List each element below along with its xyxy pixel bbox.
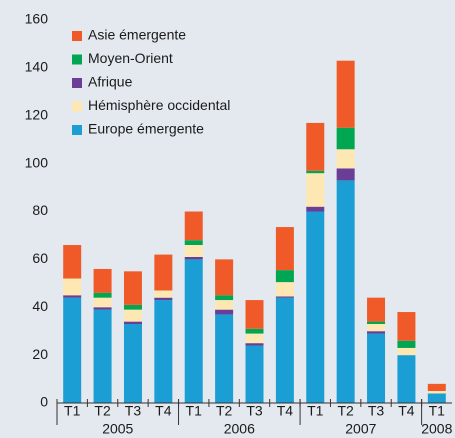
bar-segment: [306, 211, 325, 403]
bar-segment: [154, 254, 173, 291]
y-tick-label: 100: [25, 154, 49, 170]
bar-segment: [397, 340, 416, 348]
y-tick-label: 120: [25, 106, 49, 122]
x-tick-label: T2: [216, 403, 233, 419]
legend-swatch: [72, 54, 82, 65]
y-tick-label: 80: [32, 202, 48, 218]
bar-segment: [306, 170, 325, 174]
x-tick-label: T4: [277, 403, 294, 419]
bar-segment: [306, 206, 325, 212]
bar-segment: [63, 297, 82, 403]
x-tick-label: T1: [307, 403, 324, 419]
bar-segment: [306, 173, 325, 207]
y-tick-label: 20: [32, 346, 48, 362]
bar-segment: [427, 383, 446, 392]
bar-segment: [397, 312, 416, 341]
group-label: 2005: [102, 421, 133, 437]
bar-segment: [367, 331, 386, 334]
bar-segment: [93, 309, 112, 403]
legend-label: Europe émergente: [88, 121, 204, 137]
bar-segment: [93, 297, 112, 308]
bar-segment: [427, 391, 446, 394]
bar-segment: [123, 321, 142, 325]
bar-segment: [184, 256, 203, 260]
bar-segment: [123, 324, 142, 403]
x-tick-label: T3: [125, 403, 142, 419]
bar-segment: [306, 122, 325, 171]
bar-segment: [215, 295, 234, 301]
y-tick-label: 140: [25, 59, 49, 75]
bar-segment: [184, 259, 203, 403]
bar-segment: [336, 149, 355, 169]
x-tick-label: T1: [64, 403, 81, 419]
bar-segment: [123, 304, 142, 310]
bar-segment: [245, 300, 264, 329]
bar-segment: [215, 259, 234, 296]
bar-segment: [367, 297, 386, 322]
bar-segment: [367, 324, 386, 332]
bar-segment: [397, 355, 416, 403]
y-tick-label: 40: [32, 298, 48, 314]
bar-segment: [245, 328, 264, 334]
bar-segment: [336, 180, 355, 403]
y-tick-label: 60: [32, 250, 48, 266]
bar-segment: [123, 309, 142, 322]
bar-segment: [336, 168, 355, 181]
group-label: 2008: [421, 421, 452, 437]
x-tick-label: T2: [337, 403, 354, 419]
bar-segment: [63, 278, 82, 296]
legend-swatch: [72, 31, 82, 41]
bar-segment: [427, 393, 446, 403]
x-tick-label: T2: [94, 403, 111, 419]
bar-segment: [245, 333, 264, 344]
bar-segment: [184, 245, 203, 257]
bar-segment: [245, 345, 264, 403]
bar-segment: [184, 211, 203, 241]
bar-segment: [63, 295, 82, 298]
bar-segment: [245, 343, 264, 346]
bar-segment: [215, 300, 234, 310]
bar-segment: [123, 271, 142, 305]
bar-segment: [336, 127, 355, 150]
bar-segment: [275, 227, 294, 271]
bar-segment: [154, 297, 173, 301]
bar-segment: [215, 314, 234, 403]
bar-segment: [93, 307, 112, 310]
bar-segment: [215, 309, 234, 315]
bar-segment: [275, 297, 294, 403]
y-tick-label: 160: [25, 11, 49, 27]
bar-segment: [275, 282, 294, 297]
bar-segment: [93, 292, 112, 298]
legend-swatch: [72, 101, 82, 112]
bar-segment: [184, 240, 203, 246]
bar-segment: [275, 296, 294, 298]
y-tick-label: 0: [40, 394, 48, 410]
legend-label: Afrique: [88, 74, 133, 90]
bar-segment: [93, 268, 112, 293]
legend-swatch: [72, 125, 82, 135]
bar-segment: [336, 60, 355, 128]
bar-segment: [367, 333, 386, 403]
legend-label: Hémisphère occidental: [88, 97, 230, 113]
x-tick-label: T1: [429, 403, 446, 419]
bar-segment: [63, 245, 82, 279]
bar-segment: [154, 300, 173, 403]
x-tick-label: T3: [246, 403, 263, 419]
x-tick-label: T4: [398, 403, 415, 419]
x-tick-label: T1: [186, 403, 203, 419]
group-label: 2006: [224, 421, 255, 437]
legend-label: Moyen-Orient: [88, 50, 173, 66]
x-tick-label: T4: [155, 403, 172, 419]
bar-segment: [154, 290, 173, 298]
group-label: 2007: [345, 421, 376, 437]
legend-swatch: [72, 78, 82, 88]
bar-segment: [275, 270, 294, 283]
bar-segment: [367, 321, 386, 325]
x-tick-label: T3: [368, 403, 385, 419]
legend-label: Asie émergente: [88, 27, 186, 43]
bar-segment: [397, 347, 416, 356]
